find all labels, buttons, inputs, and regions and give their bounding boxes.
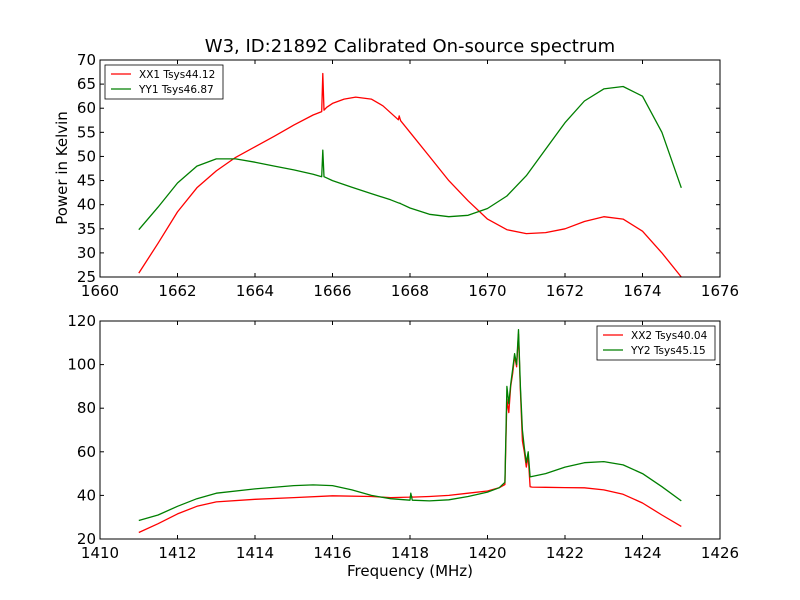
bottom-y-tick-label: 100 bbox=[67, 356, 96, 374]
bottom-x-tick-label: 1416 bbox=[313, 544, 351, 562]
top-x-tick-label: 1664 bbox=[236, 282, 274, 300]
chart-title: W3, ID:21892 Calibrated On-source spectr… bbox=[205, 36, 615, 57]
bottom-y-tick-label: 120 bbox=[67, 312, 96, 330]
top-x-tick-label: 1672 bbox=[546, 282, 584, 300]
top-y-tick-label: 25 bbox=[77, 268, 96, 286]
top-y-tick-label: 55 bbox=[77, 123, 96, 141]
bottom-y-tick-label: 20 bbox=[77, 530, 96, 548]
top-series-line-2 bbox=[138, 85, 682, 231]
top-y-tick-label: 65 bbox=[77, 75, 96, 93]
top-x-tick-label: 1660 bbox=[81, 282, 119, 300]
top-y-tick-label: 40 bbox=[77, 196, 96, 214]
bottom-series-line-1 bbox=[138, 333, 682, 534]
bottom-x-tick-label: 1418 bbox=[391, 544, 429, 562]
top-plot-area: 1660 1662 1664 1666 1668 1670 1672 1674 1676 25 30… bbox=[77, 51, 739, 300]
bottom-y-tick-label: 80 bbox=[77, 399, 96, 417]
top-y-tick-label: 45 bbox=[77, 172, 96, 190]
bottom-x-tick-label: 1420 bbox=[468, 544, 506, 562]
bottom-x-tick-label: 1426 bbox=[701, 544, 739, 562]
top-y-axis-label: Power in Kelvin bbox=[53, 111, 71, 225]
bottom-series-line-2 bbox=[138, 329, 682, 522]
bottom-y-tick-label: 60 bbox=[77, 443, 96, 461]
top-y-tick-label: 30 bbox=[77, 244, 96, 262]
bottom-x-tick-label: 1410 bbox=[81, 544, 119, 562]
bottom-legend-label-2: YY2 Tsys45.15 bbox=[630, 345, 706, 357]
bottom-x-tick-label: 1422 bbox=[546, 544, 584, 562]
bottom-legend-label-1: XX2 Tsys40.04 bbox=[631, 330, 708, 342]
top-x-tick-label: 1674 bbox=[623, 282, 661, 300]
top-y-tick-label: 35 bbox=[77, 220, 96, 238]
bottom-legend: XX2 Tsys40.04 YY2 Tsys45.15 bbox=[596, 325, 716, 361]
top-series-line-1 bbox=[138, 72, 682, 277]
top-x-tick-label: 1668 bbox=[391, 282, 429, 300]
top-legend-label-2: YY1 Tsys46.87 bbox=[138, 84, 214, 96]
top-y-tick-label: 70 bbox=[77, 51, 96, 69]
top-x-tick-label: 1676 bbox=[701, 282, 739, 300]
top-x-tick-label: 1670 bbox=[468, 282, 506, 300]
top-series-group bbox=[138, 72, 682, 277]
top-legend-label-1: XX1 Tsys44.12 bbox=[139, 69, 215, 81]
bottom-x-axis-label: Frequency (MHz) bbox=[347, 562, 473, 580]
top-y-tick-label: 50 bbox=[77, 147, 96, 165]
top-legend-box bbox=[104, 64, 224, 100]
bottom-x-tick-label: 1414 bbox=[236, 544, 274, 562]
bottom-series-group bbox=[138, 329, 682, 534]
bottom-y-tick-label: 40 bbox=[77, 486, 96, 504]
top-legend: XX1 Tsys44.12 YY1 Tsys46.87 bbox=[104, 64, 224, 100]
top-y-tick-label: 60 bbox=[77, 99, 96, 117]
bottom-x-tick-label: 1412 bbox=[158, 544, 196, 562]
bottom-plot-area: 1410 1412 1414 1416 1418 1420 1422 1424 1426 20 40… bbox=[67, 312, 739, 562]
top-x-tick-label: 1662 bbox=[158, 282, 196, 300]
top-x-tick-label: 1666 bbox=[313, 282, 351, 300]
bottom-x-tick-label: 1424 bbox=[623, 544, 661, 562]
bottom-legend-box bbox=[596, 325, 716, 361]
